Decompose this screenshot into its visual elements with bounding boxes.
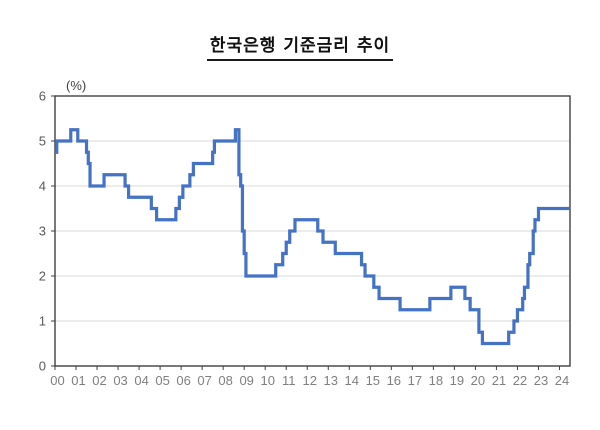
x-tick-label: 09 (239, 373, 253, 388)
x-tick-label: 01 (71, 373, 85, 388)
x-tick-label: 21 (492, 373, 506, 388)
x-tick-label: 14 (345, 373, 359, 388)
x-tick-label: 11 (282, 373, 296, 388)
x-tick-label: 08 (218, 373, 232, 388)
y-tick-label: 5 (39, 134, 46, 149)
x-tick-label: 05 (155, 373, 169, 388)
chart-title: 한국은행 기준금리 추이 (206, 31, 394, 61)
y-tick-label: 6 (39, 89, 46, 104)
x-tick-label: 13 (324, 373, 338, 388)
x-tick-label: 03 (113, 373, 127, 388)
x-tick-label: 19 (450, 373, 464, 388)
x-tick-label: 23 (534, 373, 548, 388)
x-tick-label: 02 (92, 373, 106, 388)
y-tick-label: 1 (39, 314, 46, 329)
y-axis-unit-label: (%) (66, 78, 86, 93)
y-tick-label: 3 (39, 224, 46, 239)
x-tick-label: 06 (176, 373, 190, 388)
x-tick-label: 12 (303, 373, 317, 388)
x-tick-label: 10 (260, 373, 274, 388)
x-tick-label: 22 (513, 373, 527, 388)
x-tick-label: 00 (50, 373, 64, 388)
chart-title-container: 한국은행 기준금리 추이 (0, 31, 600, 61)
y-tick-label: 0 (39, 359, 46, 374)
x-tick-label: 15 (366, 373, 380, 388)
x-tick-label: 18 (429, 373, 443, 388)
x-tick-label: 17 (408, 373, 422, 388)
x-tick-label: 16 (387, 373, 401, 388)
y-tick-label: 4 (39, 179, 46, 194)
y-tick-label: 2 (39, 269, 46, 284)
base-rate-line (55, 128, 570, 346)
x-tick-label: 04 (134, 373, 148, 388)
x-tick-label: 07 (197, 373, 211, 388)
x-tick-label: 24 (555, 373, 569, 388)
x-tick-label: 20 (471, 373, 485, 388)
